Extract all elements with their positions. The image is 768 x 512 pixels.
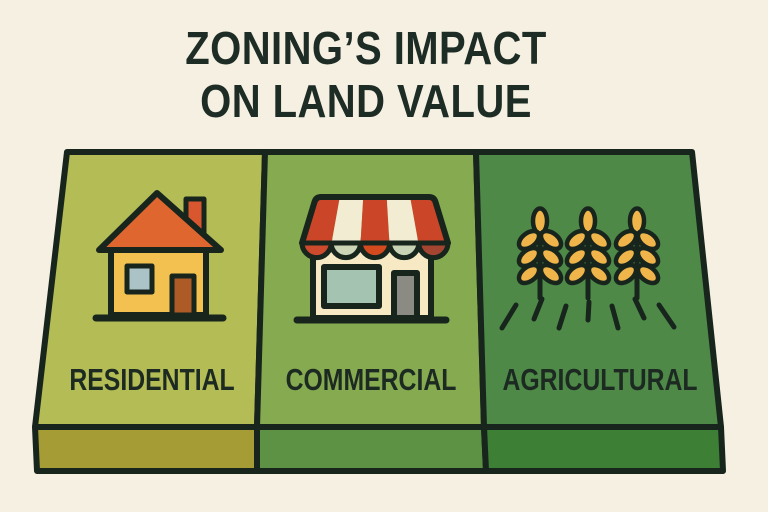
commercial-parcel-front [254,424,489,474]
wheat-grain [564,228,590,252]
title-line-2: ON LAND VALUE [200,75,532,127]
wheat-grain [586,245,612,269]
wheat-grain [538,228,564,252]
store-awning-scallop [357,240,393,261]
wheat-grain [564,262,590,286]
wheat-grain [635,262,661,286]
wheat-icon [499,206,677,331]
house-roof [96,190,224,253]
store-awning [302,197,448,243]
house-door [169,273,197,318]
store-awning-stripe [386,197,419,243]
house-icon [92,190,227,322]
store-window [321,264,382,309]
wheat-grain [613,228,639,252]
wheat-grain [613,262,639,286]
page-title: ZONING’S IMPACT ON LAND VALUE [32,22,700,128]
title-line-1: ZONING’S IMPACT [185,22,547,74]
store-awning-stripe [409,197,448,243]
store-door [391,270,420,321]
residential-label: RESIDENTIAL [69,362,234,396]
wheat-grain [635,245,661,269]
store-awning-scallop [416,240,451,261]
wheat-grain [538,245,564,269]
residential-parcel-front [32,424,260,474]
wheat-grain [613,245,639,269]
house-window [124,263,155,295]
store-awning-stripe [331,197,364,243]
wheat-stalk [516,206,564,301]
commercial-label: COMMERCIAL [286,362,457,396]
wheat-grain [516,245,542,269]
agricultural-parcel-front [481,424,726,474]
field-furrow-dashes [499,296,677,331]
wheat-stalk [613,206,661,301]
store-awning-scallop [387,240,422,261]
storefront-icon [293,194,451,324]
agricultural-label: AGRICULTURAL [502,362,697,396]
store-awning-scallop [299,240,334,261]
store-awning-stripe [360,197,390,243]
wheat-grain [586,262,612,286]
store-awning-stripe [302,197,341,243]
store-awning-scallop [328,240,363,261]
wheat-grain [516,262,542,286]
wheat-stalk [564,206,612,301]
wheat-grain [635,228,661,252]
wheat-grain [538,262,564,286]
wheat-grain [516,228,542,252]
store-awning-outline [299,194,451,246]
wheat-grain [586,228,612,252]
wheat-grain [564,245,590,269]
